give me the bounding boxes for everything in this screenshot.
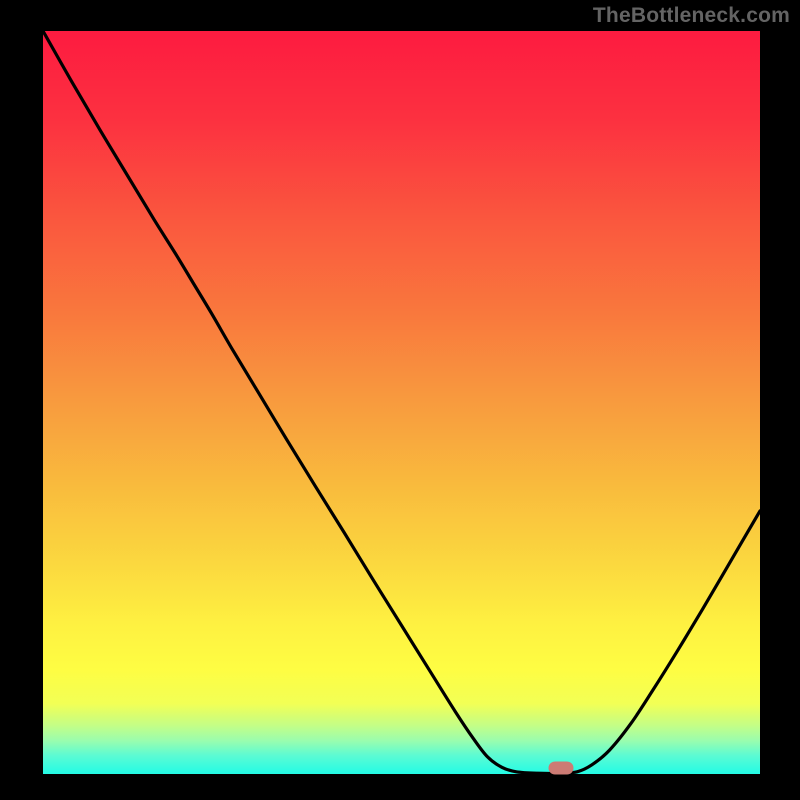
curve-path [43,31,760,773]
optimal-marker [549,762,574,775]
plot-area [43,31,760,774]
bottleneck-curve [43,31,760,774]
chart-container: TheBottleneck.com [0,0,800,800]
watermark-text: TheBottleneck.com [593,4,790,28]
